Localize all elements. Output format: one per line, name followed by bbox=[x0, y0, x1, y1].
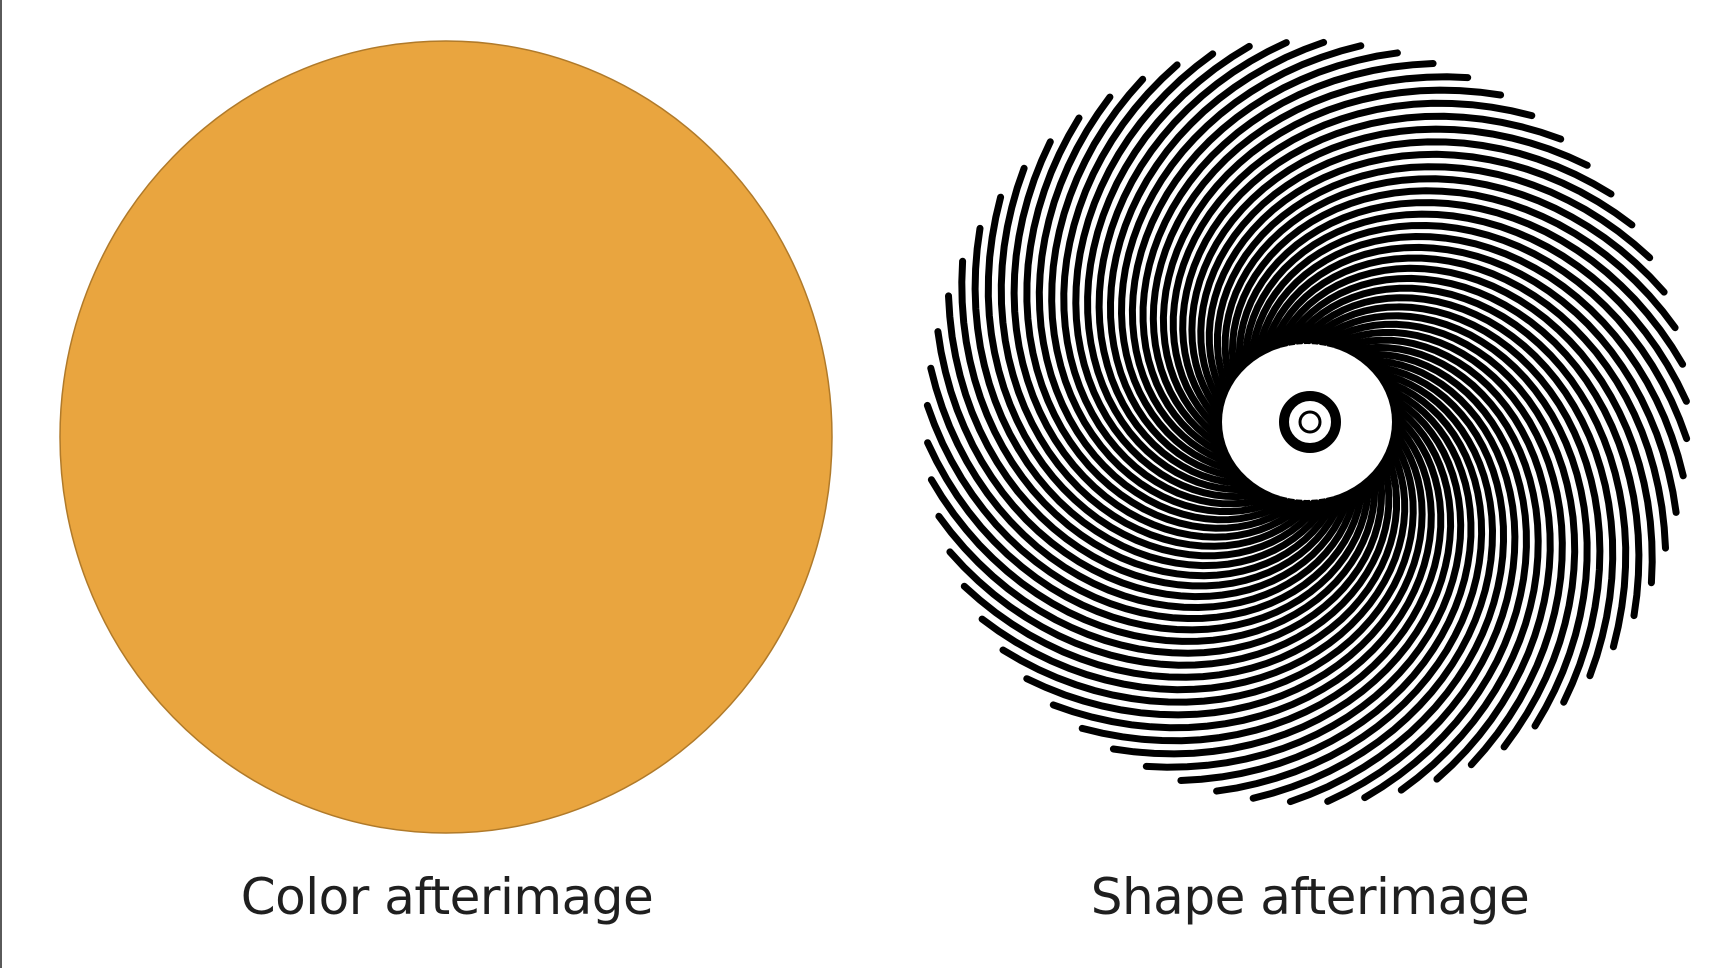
spiral-stimulus bbox=[923, 38, 1691, 806]
spiral-arm bbox=[1280, 274, 1643, 620]
spiral-arm bbox=[971, 224, 1334, 570]
spiral-arm bbox=[1149, 73, 1472, 457]
spiral-arm bbox=[958, 257, 1342, 580]
color-afterimage-caption: Color afterimage bbox=[240, 868, 654, 926]
spiral-arm bbox=[1084, 42, 1267, 494]
spiral-arm bbox=[1326, 329, 1566, 769]
spiral-arm bbox=[1139, 60, 1437, 464]
spiral-arm bbox=[1214, 163, 1654, 403]
spiral-arm bbox=[1188, 125, 1591, 426]
spiral-arm bbox=[1035, 93, 1295, 524]
orange-disc bbox=[59, 40, 833, 834]
spiral-arm bbox=[984, 193, 1327, 560]
spiral-arm bbox=[997, 164, 1319, 550]
shape-afterimage-caption: Shape afterimage bbox=[1090, 868, 1530, 926]
fixation-ring bbox=[1279, 391, 1341, 453]
spiral-arm bbox=[1252, 232, 1687, 480]
spiral-arm bbox=[1303, 303, 1604, 706]
spiral-arm bbox=[1319, 320, 1579, 751]
spiral-arm bbox=[978, 434, 1409, 694]
spiral-arm bbox=[999, 426, 1417, 706]
spiral-arm bbox=[1128, 49, 1401, 470]
spiral-arm bbox=[1334, 336, 1554, 783]
spiral-arm bbox=[1060, 61, 1280, 508]
spiral-arm bbox=[1177, 380, 1475, 784]
spiral-arm bbox=[1095, 39, 1290, 488]
spiral-arm bbox=[960, 441, 1400, 681]
spiral-arm bbox=[1109, 395, 1455, 758]
spiral-arm bbox=[1287, 284, 1630, 651]
spiral-arm bbox=[1249, 367, 1497, 802]
spiral-arm bbox=[1010, 138, 1311, 541]
spiral-arm bbox=[1228, 187, 1679, 388]
spiral-arm bbox=[1117, 42, 1365, 477]
spiral-arm bbox=[1169, 99, 1536, 442]
spiral-arm bbox=[1241, 210, 1690, 405]
spiral-arm bbox=[1049, 410, 1435, 732]
spiral-arm bbox=[1159, 86, 1505, 449]
spiral-arm bbox=[1235, 199, 1687, 382]
spiral-arm bbox=[1106, 38, 1328, 483]
spiral-arm bbox=[1341, 343, 1542, 794]
spiral-arm bbox=[1048, 75, 1288, 515]
spiral-arm bbox=[1072, 50, 1273, 501]
spiral-arm bbox=[946, 449, 1393, 669]
spiral-arm bbox=[1286, 361, 1508, 806]
spiral-arm bbox=[1347, 350, 1530, 802]
spiral-arm bbox=[1259, 243, 1680, 516]
spiral-arm bbox=[927, 462, 1379, 645]
spiral-arm bbox=[945, 292, 1349, 590]
spiral-arm bbox=[1205, 150, 1636, 410]
spiral-arm bbox=[1221, 175, 1668, 395]
fixation-dot bbox=[1298, 410, 1322, 434]
spiral-arm bbox=[1142, 387, 1465, 771]
spiral-arm bbox=[1272, 264, 1656, 587]
spiral-arm bbox=[935, 456, 1386, 657]
spiral-arm bbox=[1023, 114, 1303, 532]
spiral-arm bbox=[1324, 356, 1519, 805]
spiral-arm bbox=[1213, 374, 1486, 795]
spiral-arm bbox=[1246, 221, 1691, 443]
spiral-arm bbox=[1179, 112, 1565, 434]
spiral-arm bbox=[1197, 138, 1615, 418]
spiral-arm bbox=[1023, 418, 1426, 719]
spiral-arm bbox=[923, 401, 1368, 623]
spiral-arm bbox=[1078, 402, 1445, 745]
spiral-arm bbox=[927, 364, 1362, 612]
spiral-arm bbox=[1295, 294, 1617, 680]
spiral-arm bbox=[934, 328, 1355, 601]
spiral-arm bbox=[1311, 312, 1591, 730]
spiral-arm bbox=[1265, 254, 1669, 552]
spiral-arm bbox=[924, 439, 1373, 634]
